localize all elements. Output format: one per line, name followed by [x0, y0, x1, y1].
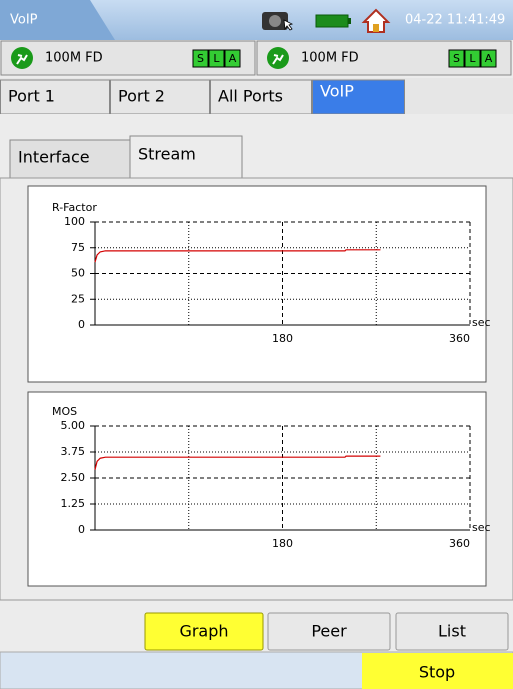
tab-label[interactable]: VoIP: [320, 82, 354, 101]
x-tick-label: 360: [449, 537, 470, 550]
tab[interactable]: [210, 79, 312, 115]
y-tick-label: 100: [64, 215, 85, 228]
subtabs: Interface Stream: [9, 135, 243, 180]
subtab[interactable]: [129, 135, 243, 180]
stop-button[interactable]: [362, 653, 513, 689]
tab[interactable]: [312, 79, 405, 115]
button[interactable]: [395, 612, 509, 651]
y-axis-label: MOS: [52, 405, 77, 418]
x-tick-label: 360: [449, 332, 470, 345]
button-label[interactable]: Graph: [179, 622, 228, 641]
home-icon: [361, 8, 391, 33]
x-tick-label: 180: [272, 537, 293, 550]
port-status-row: 100M FD S L A 100M FD S L A: [0, 40, 512, 76]
data-line: [94, 249, 381, 263]
chart-box: [27, 185, 487, 383]
subtab-label[interactable]: Stream: [138, 145, 196, 164]
buttons: Graph Peer List: [144, 612, 509, 651]
subtab[interactable]: [9, 139, 131, 179]
indicator-label: S: [197, 52, 204, 65]
tab-label[interactable]: All Ports: [218, 87, 283, 106]
y-tick-label: 0: [78, 318, 85, 331]
y-tick-label: 1.25: [61, 497, 86, 510]
indicator-label: A: [229, 52, 237, 65]
chart-box: [27, 391, 487, 587]
y-tick-label: 0: [78, 523, 85, 536]
y-tick-label: 3.75: [61, 445, 86, 458]
indicator-box: [464, 49, 481, 68]
charts: R-Factor sec 0 25 50 75 100 180 360 MOS sec 0 1.25 2.…: [27, 185, 491, 587]
data-line: [94, 455, 381, 470]
tab-label[interactable]: Port 1: [8, 87, 55, 106]
tabs: Port 1 Port 2 All Ports VoIP: [0, 79, 405, 115]
tab[interactable]: [110, 79, 210, 115]
header-tab: [0, 0, 115, 40]
indicator-label: L: [469, 52, 476, 65]
battery-icon: [315, 14, 351, 28]
y-tick-label: 25: [71, 292, 85, 305]
indicator-box: [224, 49, 241, 68]
button[interactable]: [267, 612, 391, 651]
y-tick-label: 5.00: [61, 419, 86, 432]
stop-label[interactable]: Stop: [419, 663, 455, 682]
y-tick-label: 75: [71, 241, 85, 254]
indicator-box: [192, 49, 209, 68]
button-label[interactable]: List: [438, 622, 466, 641]
header-title: VoIP: [10, 13, 38, 28]
camera-icon: [262, 12, 294, 31]
link-runner: [16, 54, 28, 65]
y-tick-label: 50: [71, 267, 85, 280]
indicator-label: L: [213, 52, 220, 65]
x-tick-label: 180: [272, 332, 293, 345]
indicator-box: [448, 49, 465, 68]
tab-label[interactable]: Port 2: [118, 87, 165, 106]
link-runner: [272, 54, 284, 65]
indicator-label: A: [485, 52, 493, 65]
indicator-label: S: [453, 52, 460, 65]
indicator-box: [480, 49, 497, 68]
button[interactable]: [144, 612, 264, 651]
port-speed: 100M FD: [301, 51, 359, 66]
y-axis-label: R-Factor: [52, 201, 97, 214]
tab[interactable]: [0, 79, 110, 115]
subtab-label[interactable]: Interface: [18, 148, 90, 167]
port-speed: 100M FD: [45, 51, 103, 66]
tab-gap: [0, 114, 513, 134]
x-axis-label: sec: [472, 521, 491, 534]
button-label[interactable]: Peer: [311, 622, 347, 641]
y-tick-label: 2.50: [61, 471, 86, 484]
indicator-box: [208, 49, 225, 68]
header-datetime: 04-22 11:41:49: [405, 13, 505, 28]
x-axis-label: sec: [472, 316, 491, 329]
